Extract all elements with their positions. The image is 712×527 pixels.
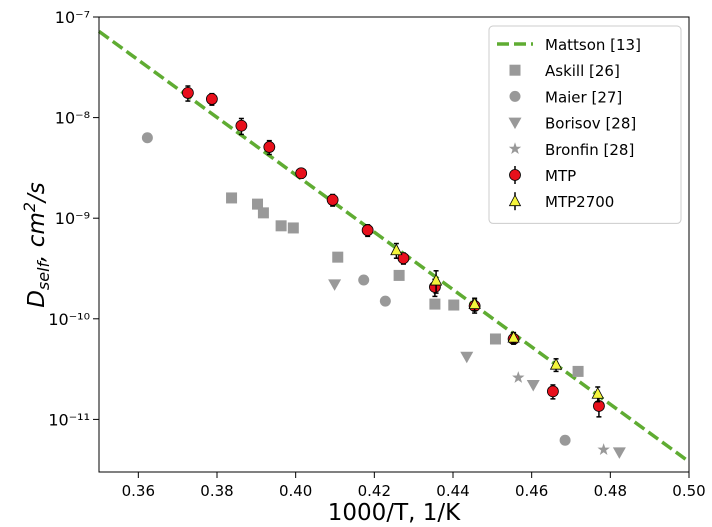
marker (361, 224, 374, 237)
y-tick-label: 10⁻¹⁰ (48, 310, 90, 329)
marker (358, 274, 370, 286)
x-tick-label: 0.46 (515, 482, 548, 500)
marker (489, 333, 501, 345)
legend-marker (509, 64, 521, 76)
marker (275, 220, 287, 232)
x-tick-label: 0.36 (122, 482, 155, 500)
marker (429, 298, 441, 310)
marker (287, 222, 299, 234)
marker (226, 192, 238, 204)
marker (295, 167, 308, 180)
y-tick-label: 10⁻⁷ (55, 8, 90, 27)
legend-marker (508, 194, 522, 207)
marker (205, 93, 218, 105)
legend-label: Borisov [28] (545, 115, 636, 133)
marker (591, 386, 604, 399)
marker (141, 132, 153, 144)
legend-marker (508, 142, 522, 155)
marker (379, 295, 391, 307)
marker (448, 299, 460, 311)
x-tick-label: 0.38 (200, 482, 233, 500)
legend-label: MTP2700 (545, 193, 614, 211)
marker (393, 269, 405, 281)
marker (328, 279, 342, 291)
x-tick-label: 0.50 (672, 482, 705, 500)
marker (593, 400, 605, 412)
marker (181, 87, 194, 99)
marker (547, 385, 559, 398)
legend-marker (509, 90, 521, 102)
x-axis-label: 1000/T, 1/K (328, 500, 461, 526)
x-tick-label: 0.42 (358, 482, 391, 500)
fit-line (97, 29, 691, 464)
marker (597, 443, 610, 455)
legend-marker (508, 117, 522, 130)
marker (612, 447, 626, 459)
legend-box (488, 25, 682, 224)
marker (235, 119, 248, 132)
legend-label: MTP (545, 167, 576, 185)
y-tick-label: 10⁻⁹ (55, 209, 90, 228)
plot-frame (98, 16, 690, 473)
x-tick-label: 0.44 (436, 482, 469, 500)
marker (549, 357, 563, 370)
marker (460, 351, 474, 364)
marker (252, 198, 264, 210)
marker (332, 251, 344, 263)
legend-marker (509, 169, 521, 181)
marker (512, 371, 525, 383)
marker (390, 243, 403, 256)
marker (326, 194, 339, 206)
marker (257, 207, 269, 219)
legend-label: Maier [27] (545, 88, 622, 106)
y-tick-label: 10⁻⁸ (55, 109, 90, 128)
x-tick-label: 0.40 (279, 482, 312, 500)
marker (572, 365, 584, 377)
legend-label: Mattson [13] (545, 36, 641, 54)
marker (526, 379, 540, 392)
marker (507, 330, 520, 343)
legend-label: Bronfin [28] (545, 141, 634, 159)
y-tick-label: 10⁻¹¹ (48, 410, 90, 429)
x-tick-label: 0.48 (594, 482, 627, 500)
legend-label: Askill [26] (545, 62, 620, 80)
y-axis-label: Dself, cm2/s (20, 182, 53, 308)
marker (429, 273, 443, 286)
marker (559, 434, 571, 446)
marker (468, 297, 481, 309)
marker (263, 141, 276, 153)
